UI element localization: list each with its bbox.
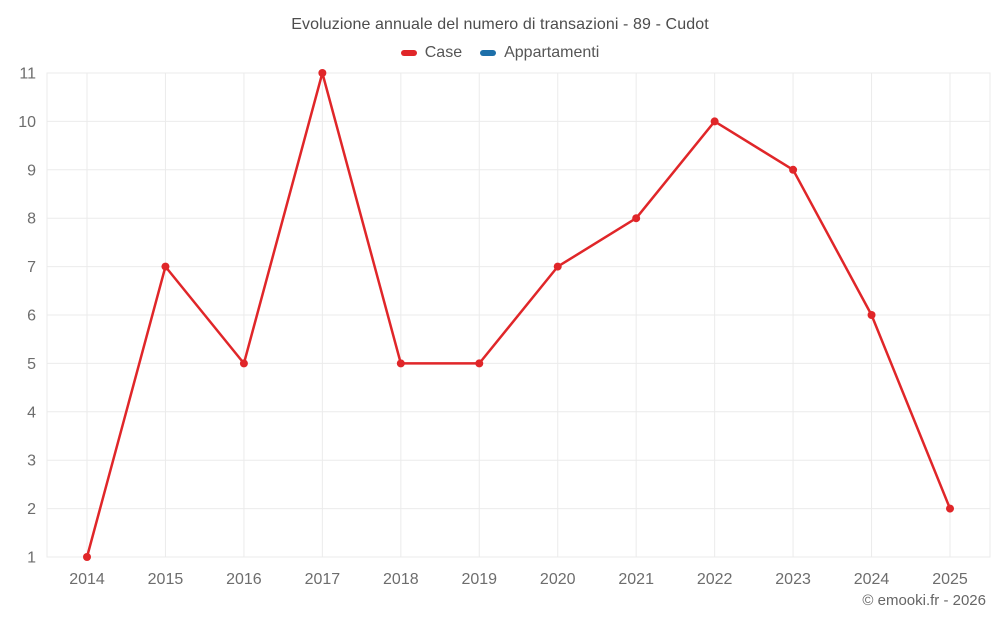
data-point-case-2014[interactable] [83, 553, 91, 561]
x-tick-label: 2025 [932, 571, 968, 588]
x-tick-label: 2019 [461, 571, 497, 588]
x-tick-label: 2024 [854, 571, 890, 588]
copyright-watermark: © emooki.fr - 2026 [862, 592, 986, 609]
legend-swatch-appartamenti [480, 50, 497, 56]
x-tick-label: 2022 [697, 571, 733, 588]
y-tick-label: 7 [27, 259, 36, 276]
x-tick-label: 2020 [540, 571, 576, 588]
x-tick-label: 2015 [148, 571, 184, 588]
data-point-case-2020[interactable] [553, 262, 562, 271]
data-point-case-2017[interactable] [318, 69, 327, 77]
x-tick-label: 2023 [775, 571, 811, 588]
data-point-case-2022[interactable] [710, 117, 719, 126]
data-point-case-2023[interactable] [789, 165, 798, 174]
x-tick-label: 2017 [305, 571, 341, 588]
legend-item-case[interactable]: Case [400, 44, 463, 62]
y-tick-label: 6 [27, 308, 36, 325]
y-tick-label: 4 [27, 404, 36, 421]
y-tick-label: 11 [19, 66, 36, 83]
data-point-case-2016[interactable] [239, 359, 248, 368]
data-point-case-2025[interactable] [946, 504, 954, 513]
y-tick-label: 3 [27, 453, 36, 470]
y-tick-label: 8 [27, 211, 36, 228]
data-point-case-2021[interactable] [632, 214, 641, 223]
plot-border [46, 72, 991, 558]
y-tick-label: 5 [27, 356, 36, 373]
x-tick-label: 2016 [226, 571, 262, 588]
data-point-case-2018[interactable] [396, 359, 405, 368]
chart-title: Evoluzione annuale del numero di transaz… [291, 16, 709, 33]
y-tick-label: 2 [27, 501, 36, 518]
legend-item-appartamenti[interactable]: Appartamenti [480, 44, 599, 62]
legend-label: Appartamenti [504, 44, 600, 61]
legend-swatch-case [400, 50, 417, 56]
series-line-case [85, 71, 952, 559]
x-tick-label: 2014 [69, 571, 105, 588]
data-point-case-2015[interactable] [161, 262, 170, 271]
data-point-case-2024[interactable] [867, 311, 876, 319]
legend-label: Case [424, 44, 463, 61]
data-point-case-2019[interactable] [475, 359, 484, 368]
y-tick-label: 9 [27, 162, 36, 179]
y-tick-label: 10 [18, 114, 36, 131]
x-tick-label: 2018 [383, 571, 419, 588]
x-tick-label: 2021 [618, 571, 654, 588]
y-tick-label: 1 [27, 550, 36, 567]
legend: Case Appartamenti [0, 44, 1000, 62]
